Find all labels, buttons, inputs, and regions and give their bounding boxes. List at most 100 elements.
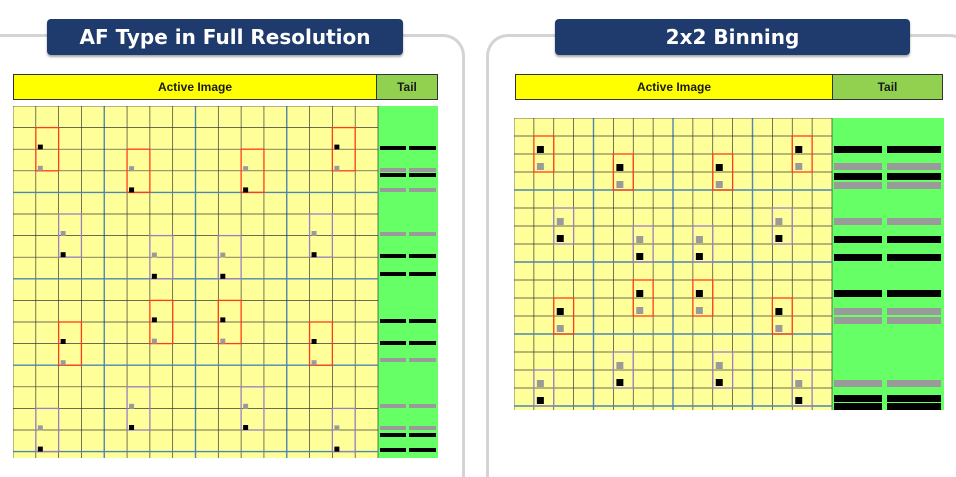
pd-pair-box [612,153,634,191]
tail-data-strip [380,341,406,345]
tail-data-strip [380,173,406,177]
pd-pair-box [791,135,813,173]
tail-data-strip [380,188,406,192]
pd-pixel [37,165,43,171]
tail-data-strip [834,395,882,402]
pd-pixel [60,360,66,366]
pd-pair-box [712,351,734,389]
tail-data-strip [409,341,436,345]
pd-pixel [37,144,43,150]
tail-data-strip [409,426,436,430]
pd-pixel [695,253,703,260]
pd-pixel [334,446,340,452]
pd-pixel [795,397,803,404]
pd-pixel [775,218,783,225]
tail-area [832,118,944,410]
tail-data-strip [380,433,406,437]
pd-pixel [636,307,644,314]
pd-pixel [536,146,544,153]
tail-data-strip [380,254,406,258]
pd-pixel [695,290,703,297]
tail-data-strip [887,290,941,297]
tail-data-strip [887,395,941,402]
pd-pixel [129,425,135,430]
tail-data-strip [887,317,941,324]
tail-data-strip [834,236,882,243]
tail-data-strip [887,173,941,180]
pd-pair-box [612,351,634,389]
tail-data-strip [887,218,941,225]
tail-data-strip [887,380,941,387]
tail-data-strip [380,272,406,276]
tail-data-strip [887,182,941,189]
pd-pixel [715,379,723,386]
pd-pair-box [771,207,793,245]
pd-pair-box [712,153,734,191]
pd-pair-box [126,148,151,194]
pd-pixel [536,163,544,170]
pd-pair-box [632,279,654,317]
tail-data-strip [834,380,882,387]
pd-pair-box [126,386,151,431]
tail-data-strip [380,448,406,452]
tail-data-strip [834,163,882,170]
tail-data-strip [409,254,436,258]
pd-pair-box [149,234,174,280]
tail-data-strip [887,254,941,261]
tail-data-strip [887,308,941,315]
tail-data-strip [834,290,882,297]
pd-pixel [151,338,157,344]
pd-pixel [636,253,644,260]
tail-data-strip [409,272,436,276]
pd-pair-box [771,297,793,335]
pd-pixel [220,252,226,258]
pd-pair-box [308,213,334,258]
tail-data-strip [834,308,882,315]
pd-pair-box [692,225,714,263]
tail-data-strip [409,188,436,192]
pd-pixel [220,317,226,323]
tail-data-strip [409,448,436,452]
tail-data-strip [380,404,406,408]
pd-pair-box [553,297,575,335]
pd-pair-box [553,207,575,245]
panel-binning-title: 2x2 Binning [555,19,910,55]
pd-pair-box [35,126,60,172]
pd-pixel [243,166,249,172]
pd-pixel [536,380,544,387]
pd-pixel [60,252,66,258]
active-image-header-binning: Active Image [515,74,833,100]
tail-data-strip [887,163,941,170]
tail-data-strip [409,232,436,236]
tail-data-strip [409,404,436,408]
tail-data-strip [380,232,406,236]
tail-data-strip [380,168,406,172]
tail-data-strip [409,146,436,150]
pd-pair-box [149,299,174,345]
pd-pixel [37,446,43,452]
pd-pair-box [240,386,265,431]
pd-pair-box [632,225,654,263]
tail-data-strip [380,358,406,362]
tail-header-full: Tail [376,74,438,100]
pd-pixel [243,425,249,430]
pd-pixel [695,236,703,243]
pd-pixel [556,308,564,315]
pd-pixel [311,252,317,258]
pd-pixel [311,360,317,366]
pd-pixel [616,362,624,369]
tail-data-strip [834,173,882,180]
af-pixel-grid-full [13,106,438,458]
tail-data-strip [834,317,882,324]
panel-full-title: AF Type in Full Resolution [47,19,403,55]
tail-data-strip [887,146,941,153]
tail-data-strip [834,146,882,153]
pd-pixel [616,181,624,188]
tail-data-strip [834,403,882,410]
pd-pixel [151,317,157,323]
pd-pixel [220,273,226,279]
pd-pixel [795,380,803,387]
pd-pixel [37,425,43,431]
tail-data-strip [887,403,941,410]
pd-pixel [616,164,624,171]
